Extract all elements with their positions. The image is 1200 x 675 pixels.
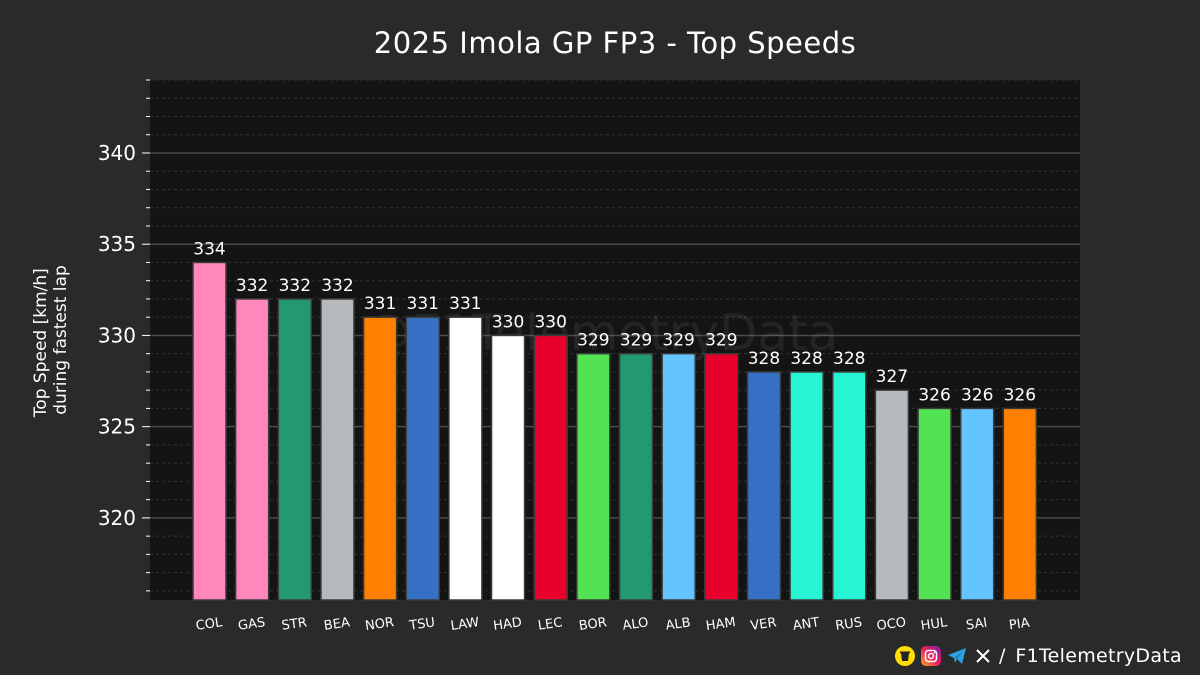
footer: / F1TelemetryData (894, 645, 1182, 667)
value-label: 328 (748, 349, 780, 369)
x-tick-label: OCO (876, 615, 907, 634)
value-label: 326 (918, 385, 950, 405)
x-tick-label: HAM (705, 615, 737, 634)
y-tick-label: 325 (98, 415, 136, 439)
x-tick-label: LAW (450, 615, 481, 634)
bar-rus (832, 371, 867, 601)
value-label: 326 (1004, 385, 1036, 405)
footer-separator: / (998, 645, 1006, 667)
x-tick-label: TSU (407, 615, 436, 634)
y-axis-label-line-2: during fastest lap (51, 265, 71, 415)
x-tick-labels: COL GAS STR BEA NOR TSU LAW HAD LEC BOR ALO ALB HAM V… (195, 615, 1031, 634)
y-axis-label: Top Speed [km/h] during fastest lap (31, 263, 71, 418)
watermark: @F1TelemetryData (362, 304, 839, 362)
value-labels: 334 332 332 332 331 331 331 330 330 329 329 329 329 3… (193, 239, 1036, 405)
bar-lec (533, 334, 568, 601)
bar-ham (704, 352, 739, 601)
x-tick-label: GAS (237, 615, 266, 634)
x-tick-label: BEA (323, 615, 351, 633)
bar-nor (362, 316, 398, 601)
value-label: 327 (876, 367, 908, 387)
bar-alb (661, 352, 696, 601)
x-tick-label: ANT (792, 615, 820, 634)
bar-tsu (405, 316, 440, 601)
x-tick-label: LEC (537, 615, 563, 633)
x-tick-label: VER (749, 615, 777, 633)
x-icon[interactable] (973, 646, 993, 666)
bar-ant (789, 371, 824, 601)
y-axis: 320 325 330 335 340 (98, 79, 150, 592)
x-tick-label: ALB (665, 615, 692, 633)
bar-ver (746, 371, 782, 601)
x-tick-label: ALO (622, 615, 650, 633)
y-tick-label: 340 (98, 141, 136, 165)
x-tick-label: PIA (1008, 616, 1031, 634)
value-label: 329 (577, 331, 609, 351)
bar-had (490, 334, 526, 601)
x-tick-label: SAI (965, 616, 988, 634)
bars (192, 261, 1038, 601)
instagram-icon[interactable] (920, 646, 941, 666)
bar-bor (576, 352, 611, 601)
y-axis-label-line-1: Top Speed [km/h] (31, 268, 51, 418)
value-label: 328 (790, 349, 822, 369)
bar-alo (618, 352, 654, 601)
bar-gas (234, 298, 270, 601)
x-tick-label: BOR (578, 615, 608, 634)
bar-sai (959, 407, 995, 601)
value-label: 332 (236, 276, 268, 296)
bar-hul (917, 407, 952, 601)
y-tick-label: 330 (98, 323, 136, 347)
value-label: 329 (620, 331, 652, 351)
value-label: 326 (961, 385, 993, 405)
x-tick-label: RUS (834, 615, 863, 634)
bar-oco (874, 389, 910, 601)
x-tick-label: COL (195, 615, 224, 634)
value-label: 330 (534, 312, 566, 332)
x-tick-label: HAD (492, 615, 522, 634)
y-tick-label: 320 (98, 506, 136, 530)
value-label: 330 (492, 312, 524, 332)
x-tick-label: STR (281, 615, 308, 633)
value-label: 329 (705, 331, 737, 351)
footer-handle[interactable]: F1TelemetryData (1015, 645, 1182, 667)
telegram-icon[interactable] (947, 646, 967, 666)
value-label: 332 (279, 276, 311, 296)
value-label: 334 (193, 239, 225, 259)
bar-pia (1002, 407, 1038, 601)
bar-str (277, 298, 313, 601)
value-label: 328 (833, 349, 865, 369)
bar-col (192, 261, 227, 601)
x-tick-label: NOR (364, 615, 395, 634)
value-label: 331 (364, 294, 396, 314)
bar-law (448, 316, 483, 601)
value-label: 331 (449, 294, 481, 314)
x-tick-label: HUL (920, 615, 949, 634)
value-label: 331 (407, 294, 439, 314)
chart-title: 2025 Imola GP FP3 - Top Speeds (373, 26, 857, 60)
value-label: 329 (662, 331, 694, 351)
value-label: 332 (321, 276, 353, 296)
y-tick-label: 335 (98, 232, 136, 256)
coffee-icon[interactable] (894, 646, 915, 666)
bar-bea (320, 298, 355, 601)
